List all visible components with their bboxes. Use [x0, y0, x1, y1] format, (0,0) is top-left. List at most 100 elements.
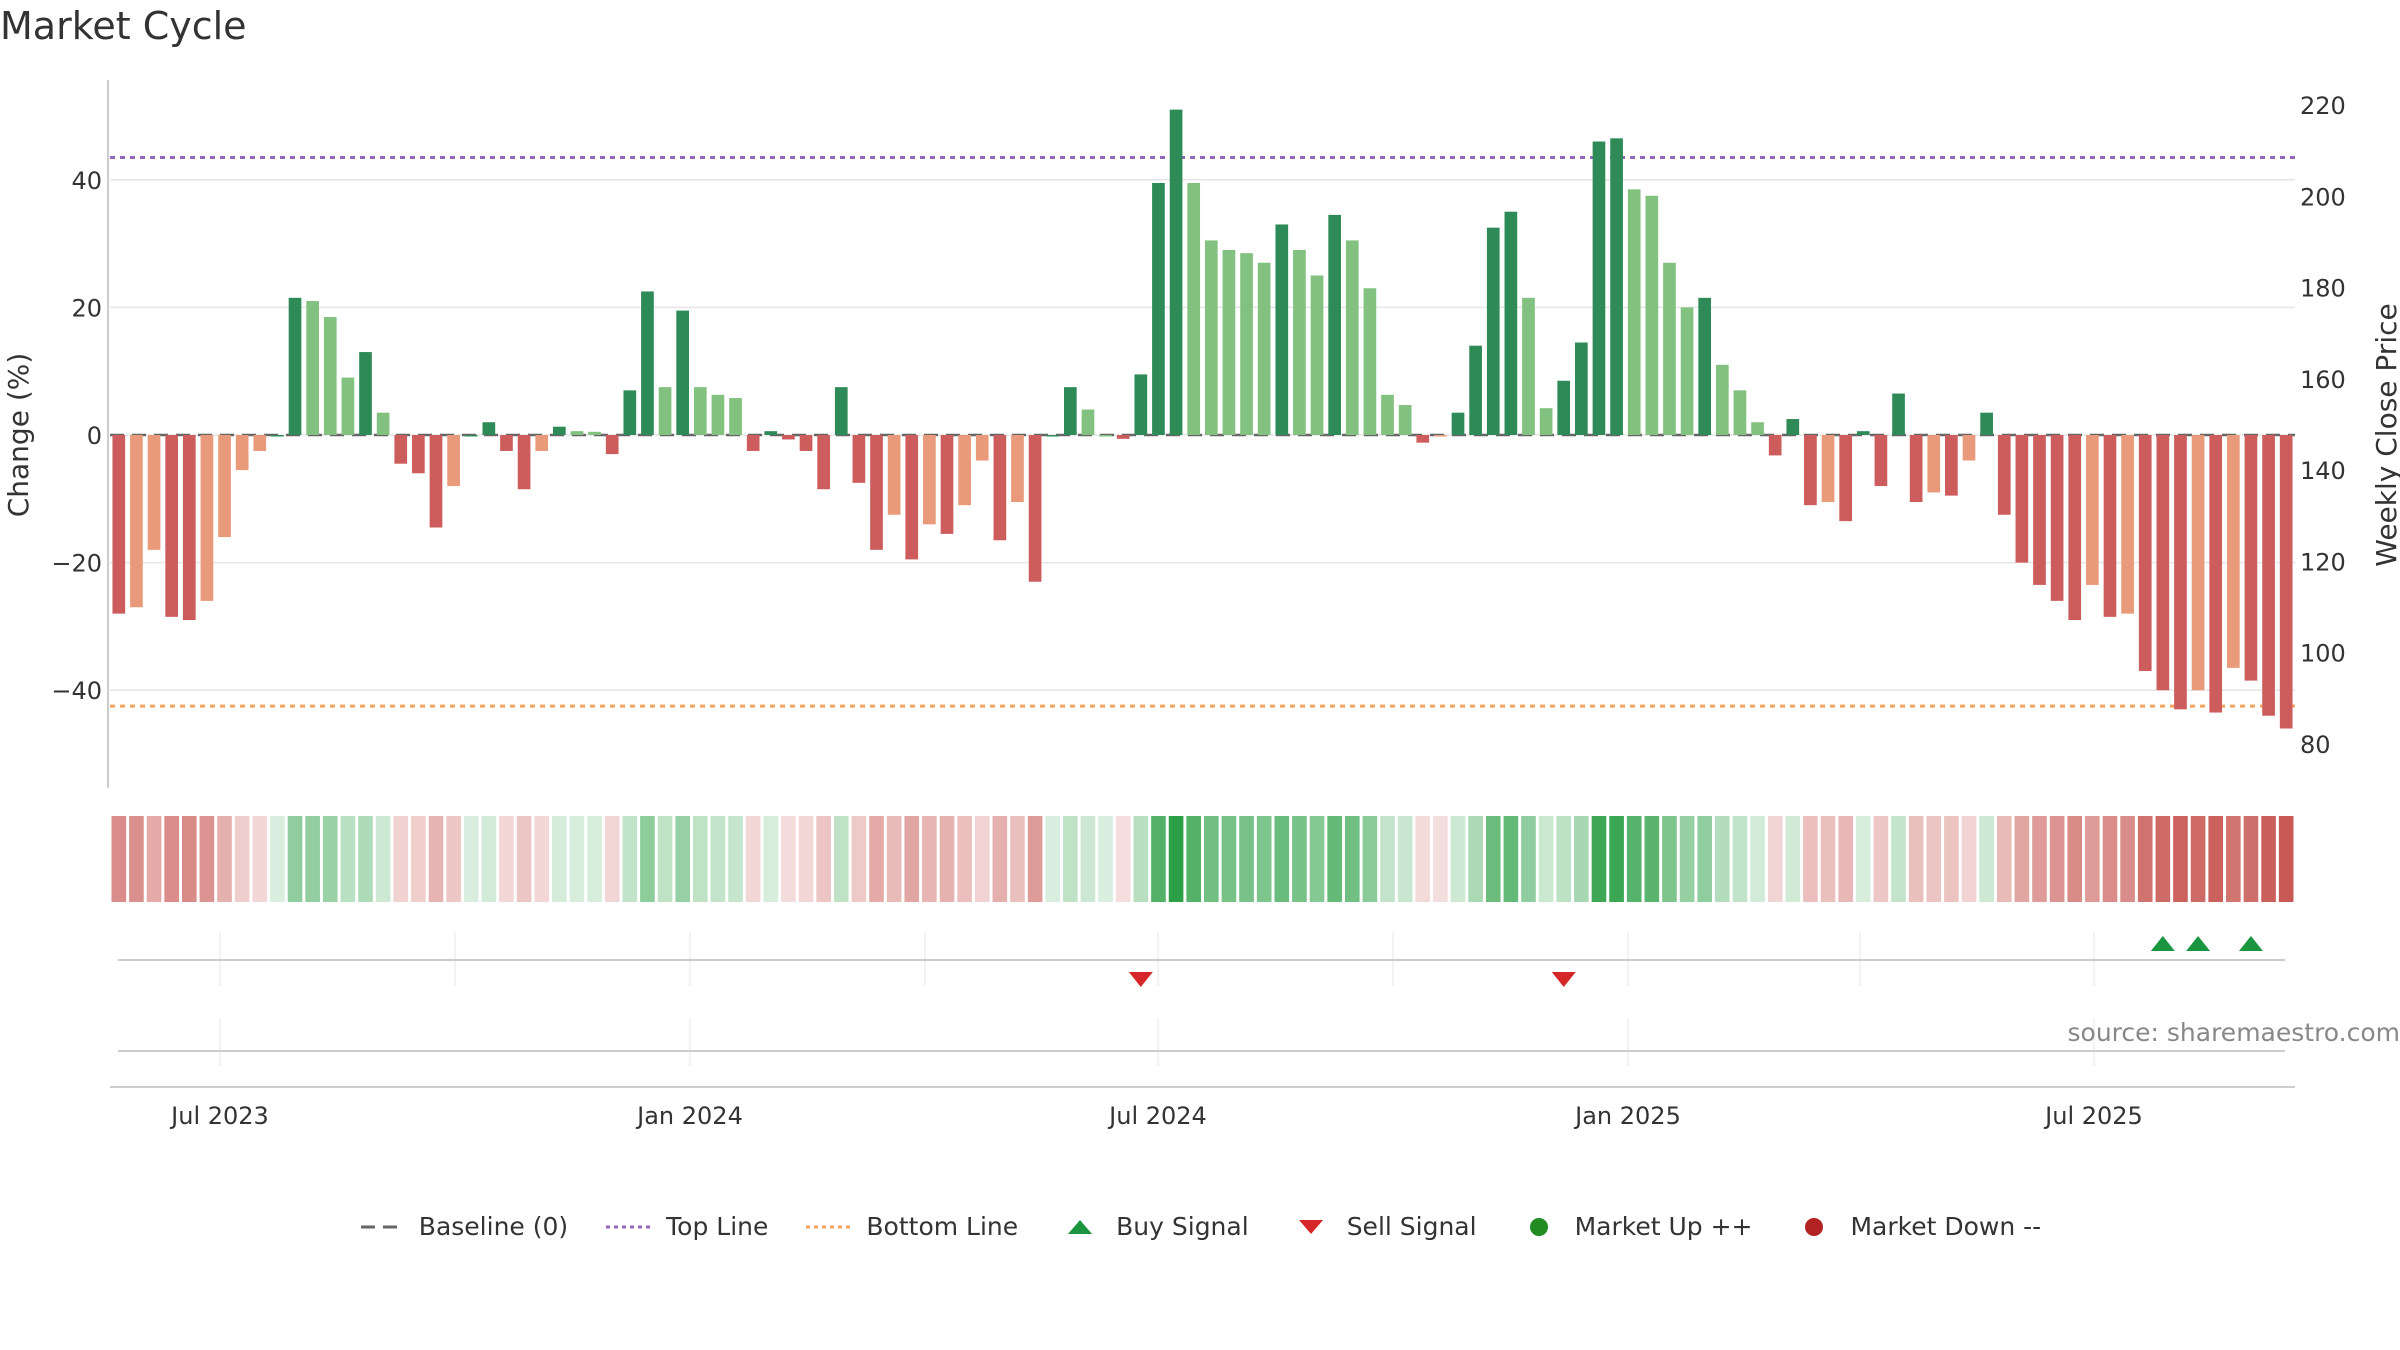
heat-cell [1838, 816, 1853, 902]
legend-symbol-icon [1515, 1217, 1563, 1237]
heat-cell [1996, 816, 2012, 902]
heat-cell [1450, 816, 1466, 902]
heat-cell [728, 816, 743, 902]
change-bar [341, 377, 355, 435]
change-bar [2209, 435, 2223, 713]
change-bar [130, 435, 143, 608]
heat-cell [1785, 816, 1801, 902]
heat-cell [974, 816, 990, 902]
heat-cell [146, 816, 162, 902]
heat-cell [1521, 816, 1536, 902]
heat-cell [287, 816, 303, 902]
change-bar [658, 387, 672, 435]
heat-cell [1662, 816, 1677, 902]
heat-cell [164, 816, 179, 902]
change-bar [2262, 435, 2275, 716]
change-bar [1451, 412, 1465, 435]
heat-cell [1644, 816, 1660, 902]
y2-tick-label: 200 [2300, 183, 2346, 211]
change-bar [1293, 249, 1306, 435]
change-bar [1187, 182, 1201, 435]
heat-cell [1397, 816, 1413, 902]
change-bar [958, 435, 971, 506]
y-tick-label: 0 [87, 422, 102, 450]
change-bar [1751, 422, 1764, 435]
legend-symbol-icon [359, 1217, 407, 1237]
heat-cell [1873, 816, 1889, 902]
heat-cell [217, 816, 232, 902]
heat-cell [199, 816, 215, 902]
legend-item: Market Down -- [1790, 1212, 2041, 1241]
change-bar [1028, 435, 1042, 582]
change-bar [1152, 182, 1165, 435]
change-bar [1698, 297, 1712, 435]
change-bar [1116, 435, 1130, 439]
heat-cell [2173, 816, 2188, 902]
legend-symbol-icon [1790, 1217, 1838, 1237]
change-bar [1011, 435, 1024, 502]
heat-cell [1027, 816, 1043, 902]
x-tick-label: Jul 2023 [169, 1102, 269, 1130]
change-bar [1099, 435, 1112, 437]
change-bar [306, 301, 319, 435]
change-bar [605, 435, 619, 455]
y2-tick-label: 160 [2300, 366, 2346, 394]
heat-cell [2155, 816, 2171, 902]
change-bar [253, 435, 267, 451]
change-bar [112, 435, 126, 614]
legend-item: Buy Signal [1056, 1212, 1249, 1241]
buy-signal-marker [2150, 936, 2175, 951]
change-bar [1504, 211, 1518, 435]
heat-cell [111, 816, 127, 902]
heat-cell [393, 816, 409, 902]
legend-label: Bottom Line [866, 1212, 1019, 1241]
heat-cell [305, 816, 320, 902]
signal-panel [118, 932, 2285, 1066]
heat-cell [129, 816, 144, 902]
heat-cell [1944, 816, 1959, 902]
change-bar [975, 435, 989, 461]
legend-symbol-icon [1287, 1217, 1335, 1237]
x-axis: Jul 2023 Jan 2024 Jul 2024 Jan 2025 Jul 2025 [110, 1086, 2295, 1130]
change-bar [1592, 141, 1606, 435]
heat-cell [1133, 816, 1149, 902]
heat-cell [2261, 816, 2276, 902]
heat-cell [375, 816, 391, 902]
legend-symbol-icon [806, 1217, 855, 1237]
heat-cell [2014, 816, 2030, 902]
heat-cell [481, 816, 497, 902]
change-bar [394, 435, 408, 464]
heat-cell [1362, 816, 1378, 902]
heat-cell [1380, 816, 1395, 902]
change-bar [1328, 214, 1342, 435]
change-bar [1892, 393, 1905, 435]
buy-signal-marker [2238, 936, 2263, 951]
axes: −40 −20 0 20 40 80 100 120 140 160 180 200 220 Change… [2, 80, 2400, 788]
heat-cell [833, 816, 849, 902]
heat-cell [322, 816, 338, 902]
heat-cell [1891, 816, 1906, 902]
heat-cell [2226, 816, 2241, 902]
change-bar [218, 435, 231, 538]
chart-legend: Baseline (0) Top Line Bottom Line Buy Signa… [0, 1212, 2400, 1241]
y-tick-label: −40 [51, 677, 102, 705]
legend-label: Market Down -- [1850, 1212, 2042, 1241]
heat-cell [1961, 816, 1977, 902]
heat-cell [516, 816, 532, 902]
heat-cell [1063, 816, 1078, 902]
change-bar [482, 422, 496, 435]
change-bar [905, 435, 919, 560]
heat-cell [1186, 816, 1201, 902]
sell-signal-marker [1128, 972, 1153, 987]
change-bar [288, 297, 302, 435]
change-bar [500, 435, 513, 451]
legend-label: Top Line [666, 1212, 769, 1241]
change-bar [1680, 307, 1694, 435]
buy-signal-marker [2186, 936, 2211, 951]
heat-cell [234, 816, 250, 902]
change-bar [147, 435, 161, 550]
change-bar [1980, 412, 1993, 435]
heat-cell [2243, 816, 2259, 902]
change-bar [1310, 275, 1324, 435]
